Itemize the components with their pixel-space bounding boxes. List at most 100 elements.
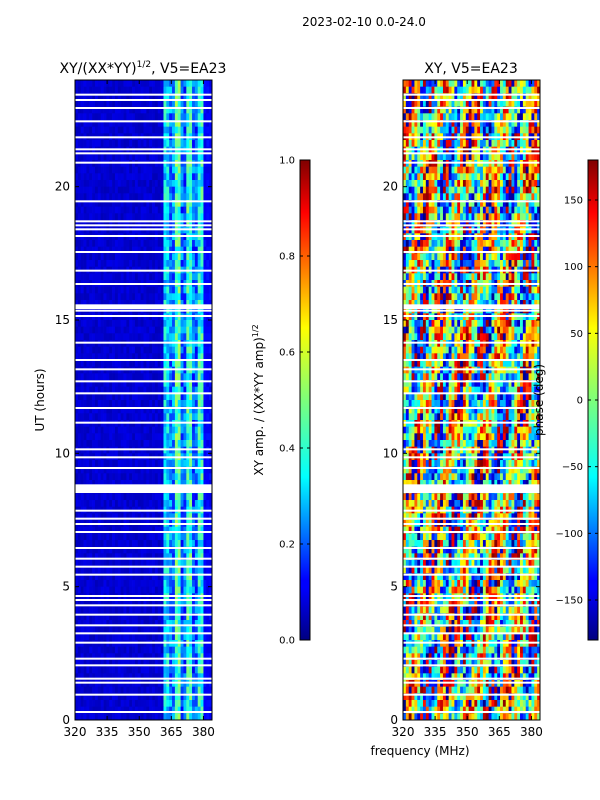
panel2-heat-cell — [445, 100, 450, 108]
panel1-heat-cell — [183, 540, 187, 548]
panel1-heat-cell — [129, 580, 133, 588]
panel1-heat-cell — [160, 653, 164, 661]
panel1-heat-cell — [123, 273, 127, 281]
panel1-heat-cell — [103, 626, 107, 634]
panel1-heat-cell — [180, 346, 184, 354]
panel1-heat-cell — [206, 546, 210, 554]
panel1-heat-cell — [94, 80, 99, 88]
panel1-heat-cell — [126, 633, 130, 641]
panel1-heat-cell — [169, 260, 173, 268]
panel1-heat-cell — [154, 460, 159, 468]
panel1-heat-cell — [166, 553, 170, 561]
panel1-heat-cell — [149, 560, 153, 568]
panel1-heat-cell — [157, 633, 161, 641]
panel1-heat-cell — [169, 220, 173, 228]
panel1-heat-cell — [143, 626, 147, 634]
panel1-heat-cell — [137, 373, 141, 381]
panel1-heat-cell — [75, 533, 79, 541]
panel1-heat-cell — [157, 373, 161, 381]
panel1-heat-cell — [163, 493, 167, 501]
panel1-heat-cell — [123, 406, 127, 414]
panel1-heat-cell — [186, 173, 190, 181]
panel1-flagged-row — [75, 341, 212, 344]
panel1-heat-cell — [97, 386, 102, 394]
panel1-heat-cell — [75, 353, 79, 361]
panel1-heat-cell — [163, 113, 167, 121]
panel1-heat-cell — [180, 153, 184, 161]
panel1-heat-cell — [166, 286, 170, 294]
panel1-heat-cell — [206, 140, 210, 148]
panel1-heat-cell — [129, 373, 133, 381]
panel1-heat-cell — [114, 240, 119, 248]
panel1-heat-cell — [89, 166, 93, 174]
panel1-heat-cell — [134, 386, 139, 394]
panel1-heat-cell — [169, 553, 173, 561]
panel1-heat-cell — [103, 546, 107, 554]
panel1-heat-cell — [140, 126, 144, 134]
panel1-heat-cell — [163, 173, 167, 181]
panel1-heat-cell — [146, 106, 150, 114]
panel1-heat-cell — [134, 206, 139, 214]
panel1-heat-cell — [100, 613, 104, 621]
panel1-heat-cell — [154, 373, 159, 381]
panel1-heat-cell — [126, 380, 130, 388]
panel1-heat-cell — [114, 106, 119, 114]
panel2-heat-cell — [502, 100, 507, 108]
panel1-heat-cell — [143, 480, 147, 488]
panel1-heat-cell — [86, 260, 90, 268]
panel1-heat-cell — [114, 613, 119, 621]
panel1-heat-cell — [154, 686, 159, 694]
panel1-heat-cell — [117, 426, 122, 434]
panel1-heat-cell — [180, 440, 184, 448]
panel1-heat-cell — [97, 706, 102, 714]
panel1-heat-cell — [177, 586, 181, 594]
panel1-heat-cell — [103, 300, 107, 308]
panel1-heat-cell — [140, 140, 144, 148]
panel1-heat-cell — [77, 253, 82, 261]
panel1-heat-cell — [166, 360, 170, 368]
panel1-heat-cell — [200, 253, 204, 261]
panel1-heat-cell — [117, 380, 122, 388]
panel1-heat-cell — [92, 286, 96, 294]
panel1-heat-cell — [94, 186, 99, 194]
panel1-heat-cell — [186, 526, 190, 534]
panel1-heat-cell — [160, 140, 164, 148]
panel1-heat-cell — [75, 260, 79, 268]
panel1-heat-cell — [206, 113, 210, 121]
panel2-heat-cell — [471, 106, 475, 114]
panel1-heat-cell — [80, 246, 84, 254]
panel1-heat-cell — [103, 293, 107, 301]
panel1-heat-cell — [80, 540, 84, 548]
panel2-heat-cell — [482, 86, 487, 94]
panel1-heat-cell — [166, 80, 170, 88]
panel1-heat-cell — [174, 566, 179, 574]
panel2-heat-cell — [442, 100, 447, 108]
panel1-heat-cell — [83, 260, 87, 268]
panel1-heat-cell — [112, 386, 116, 394]
panel1-heat-cell — [149, 120, 153, 128]
panel1-heat-cell — [120, 713, 124, 720]
panel2-heat-cell — [414, 100, 418, 108]
panel1-heat-cell — [77, 573, 82, 581]
panel1-heat-cell — [166, 166, 170, 174]
panel1-heat-cell — [203, 326, 207, 334]
panel1-heat-cell — [106, 626, 110, 634]
panel1-heat-cell — [197, 473, 201, 481]
panel1-heat-cell — [197, 393, 201, 401]
panel1-heat-cell — [183, 320, 187, 328]
panel2-heat-cell — [497, 106, 501, 114]
panel1-heat-cell — [149, 193, 153, 201]
panel1-heat-cell — [80, 206, 84, 214]
panel1-heat-cell — [97, 666, 102, 674]
panel1-heat-cell — [166, 660, 170, 668]
panel1-heat-cell — [146, 80, 150, 88]
panel1-heat-cell — [140, 513, 144, 521]
panel1-heat-cell — [209, 713, 212, 720]
panel1-flagged-row — [75, 509, 212, 512]
panel1-heat-cell — [114, 246, 119, 254]
panel1-heat-cell — [126, 466, 130, 474]
panel1-heat-cell — [126, 253, 130, 261]
panel1-heat-cell — [206, 673, 210, 681]
panel1-heat-cell — [97, 600, 102, 608]
panel1-heat-cell — [80, 713, 84, 720]
